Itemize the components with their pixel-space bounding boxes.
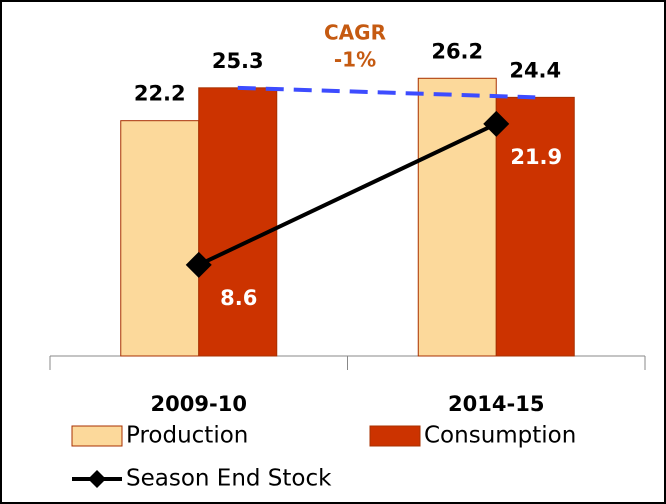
line-marker bbox=[185, 251, 212, 278]
bar bbox=[198, 87, 278, 357]
legend-swatch bbox=[369, 425, 421, 447]
bar bbox=[417, 77, 497, 357]
legend-marker bbox=[88, 470, 106, 488]
legend-label: Production bbox=[126, 423, 248, 449]
data-label: 26.2 bbox=[431, 39, 483, 63]
bar bbox=[495, 96, 575, 357]
trend-line bbox=[237, 85, 536, 100]
line bbox=[197, 122, 498, 267]
annotation: CAGR bbox=[324, 21, 386, 45]
legend-label: Season End Stock bbox=[126, 466, 332, 492]
x-tick-label: 2014-15 bbox=[448, 392, 544, 416]
data-label: 25.3 bbox=[212, 49, 264, 73]
legend-label: Consumption bbox=[424, 423, 576, 449]
data-label: 24.4 bbox=[509, 58, 561, 82]
x-tick-label: 2009-10 bbox=[151, 392, 247, 416]
annotation: -1% bbox=[334, 48, 376, 72]
line-marker bbox=[483, 110, 510, 137]
legend-swatch bbox=[71, 425, 123, 447]
data-label: 21.9 bbox=[510, 145, 562, 169]
data-label: 8.6 bbox=[220, 286, 257, 310]
data-label: 22.2 bbox=[134, 82, 186, 106]
bar bbox=[120, 120, 200, 357]
